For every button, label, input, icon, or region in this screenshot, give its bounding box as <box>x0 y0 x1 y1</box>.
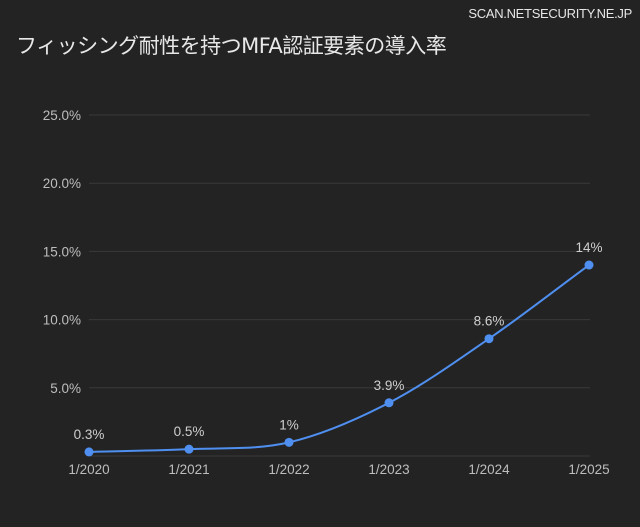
data-point[interactable] <box>384 398 394 408</box>
data-point[interactable] <box>284 437 294 447</box>
data-point[interactable] <box>184 444 194 454</box>
data-labels: 0.3% 0.5% 1% 3.9% 8.6% 14% <box>74 240 603 442</box>
x-tick-label: 1/2021 <box>168 462 209 477</box>
data-point[interactable] <box>484 334 494 344</box>
y-axis: 5.0% 10.0% 15.0% 20.0% 25.0% <box>43 108 81 396</box>
y-tick-label: 20.0% <box>43 176 81 191</box>
data-point[interactable] <box>584 260 594 270</box>
x-tick-label: 1/2023 <box>368 462 409 477</box>
y-tick-label: 10.0% <box>43 313 81 328</box>
data-points <box>84 260 594 457</box>
y-tick-label: 25.0% <box>43 108 81 123</box>
data-label: 1% <box>279 417 299 432</box>
x-tick-label: 1/2020 <box>68 462 109 477</box>
chart-title: フィッシング耐性を持つMFA認証要素の導入率 <box>16 34 447 58</box>
x-tick-label: 1/2022 <box>268 462 309 477</box>
data-label: 0.5% <box>174 424 205 439</box>
data-point[interactable] <box>84 447 94 457</box>
x-tick-label: 1/2024 <box>468 462 510 477</box>
data-label: 3.9% <box>374 378 405 393</box>
data-label: 0.3% <box>74 427 105 442</box>
x-tick-label: 1/2025 <box>568 462 609 477</box>
data-label: 14% <box>575 240 602 255</box>
y-tick-label: 5.0% <box>50 381 81 396</box>
data-label: 8.6% <box>474 314 505 329</box>
gridlines <box>89 114 590 457</box>
series-line <box>88 264 590 453</box>
y-tick-label: 15.0% <box>43 244 81 259</box>
x-axis: 1/2020 1/2021 1/2022 1/2023 1/2024 1/2025 <box>68 462 609 477</box>
source-label: SCAN.NETSECURITY.NE.JP <box>468 6 632 21</box>
